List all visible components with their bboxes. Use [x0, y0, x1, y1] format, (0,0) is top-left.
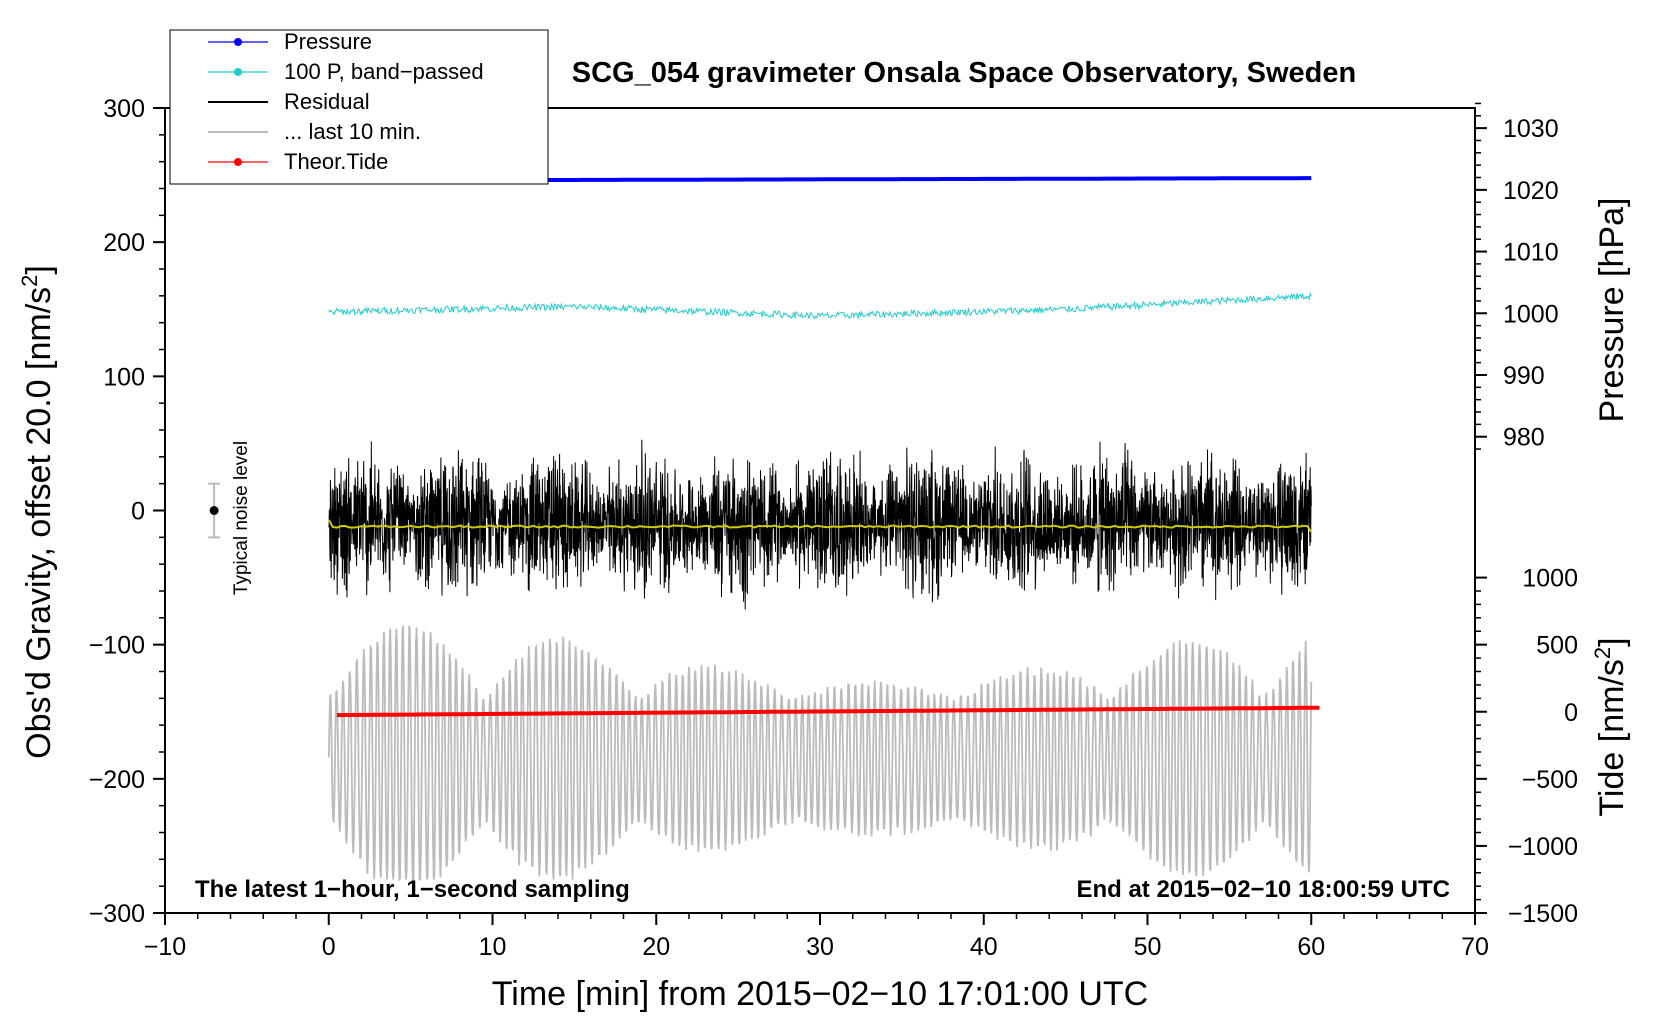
y-left-tick-label: −200: [89, 766, 145, 794]
legend-label-tide: Theor.Tide: [284, 149, 388, 174]
x-tick-label: 70: [1461, 933, 1489, 961]
legend-item-pressure: Pressure: [208, 29, 372, 54]
y-left-axis-ticks: 300 200 100 0 −100 −200 −300: [89, 95, 165, 928]
legend-label-residual: Residual: [284, 89, 370, 114]
y-pressure-tick-label: 990: [1503, 362, 1545, 390]
y-tide-tick-label: −500: [1522, 766, 1578, 794]
y-tide-tick-label: −1500: [1508, 900, 1578, 928]
legend-label-bandpassed: 100 P, band−passed: [284, 59, 484, 84]
y-axis-left-title: Obs'd Gravity, offset 20.0 [nm/s2]: [17, 265, 58, 759]
y-tide-tick-label: −1000: [1508, 833, 1578, 861]
series-bandpassed: [328, 291, 1312, 320]
legend-marker-pressure: [234, 38, 242, 46]
x-tick-label: 40: [970, 933, 998, 961]
y-tide-tick-label: 0: [1564, 699, 1578, 727]
legend-item-residual: Residual: [208, 89, 370, 114]
y-axis-tide-title: Tide [nm/s2]: [1590, 637, 1631, 816]
y-pressure-tick-label: 1030: [1503, 115, 1559, 143]
legend-item-tide: Theor.Tide: [208, 149, 388, 174]
typical-noise-indicator: [208, 482, 221, 539]
series-residual: [328, 439, 1312, 610]
y-left-tick-label: 200: [103, 229, 145, 257]
legend-box: [169, 29, 549, 185]
y-tide-tick-label: 1000: [1522, 565, 1578, 593]
legend-label-last10: ... last 10 min.: [284, 119, 421, 144]
y-pressure-tick-label: 980: [1503, 424, 1545, 452]
legend-marker-bandpassed: [234, 68, 242, 76]
y-pressure-tick-label: 1010: [1503, 239, 1559, 267]
x-tick-label: 50: [1134, 933, 1162, 961]
y-left-tick-label: 0: [131, 498, 145, 526]
x-tick-label: 0: [322, 933, 336, 961]
legend-item-bandpassed: 100 P, band−passed: [208, 59, 484, 84]
x-tick-label: 10: [479, 933, 507, 961]
typical-noise-label: Typical noise level: [231, 441, 252, 595]
noise-bar-dot: [209, 506, 219, 515]
y-pressure-tick-label: 1000: [1503, 300, 1559, 328]
y-axis-pressure-title: Pressure [hPa]: [1593, 198, 1631, 423]
end-time-note: End at 2015−02−10 18:00:59 UTC: [1076, 876, 1450, 903]
x-tick-label: 30: [806, 933, 834, 961]
x-tick-label: 20: [642, 933, 670, 961]
legend-item-last10: ... last 10 min.: [208, 119, 421, 144]
legend: Pressure 100 P, band−passed Residual ...…: [169, 29, 549, 185]
y-left-tick-label: 300: [103, 95, 145, 123]
x-tick-label: −10: [144, 933, 186, 961]
y-right-axis-ticks: 1030 1020 1010 1000 990 980 1000 500 0 −500 −1000 −…: [1475, 102, 1578, 928]
series-smoothed-residual: [327, 519, 1313, 533]
sampling-note: The latest 1−hour, 1−second sampling: [195, 876, 630, 903]
x-axis-ticks: −10 0 10 20 30 40 50 60 70: [144, 913, 1489, 961]
y-left-tick-label: 100: [103, 363, 145, 391]
series-layer: [327, 176, 1320, 882]
series-theoretical-tide: [336, 705, 1320, 718]
chart-title: SCG_054 gravimeter Onsala Space Observat…: [572, 57, 1356, 89]
y-pressure-tick-label: 1020: [1503, 177, 1559, 205]
series-last-10-min: [327, 624, 1313, 882]
x-tick-label: 60: [1297, 933, 1325, 961]
y-tide-tick-label: 500: [1536, 632, 1578, 660]
x-axis-title: Time [min] from 2015−02−10 17:01:00 UTC: [492, 975, 1148, 1013]
legend-marker-tide: [234, 158, 242, 166]
legend-label-pressure: Pressure: [284, 29, 372, 54]
y-left-tick-label: −300: [89, 900, 145, 928]
y-left-tick-label: −100: [89, 632, 145, 660]
